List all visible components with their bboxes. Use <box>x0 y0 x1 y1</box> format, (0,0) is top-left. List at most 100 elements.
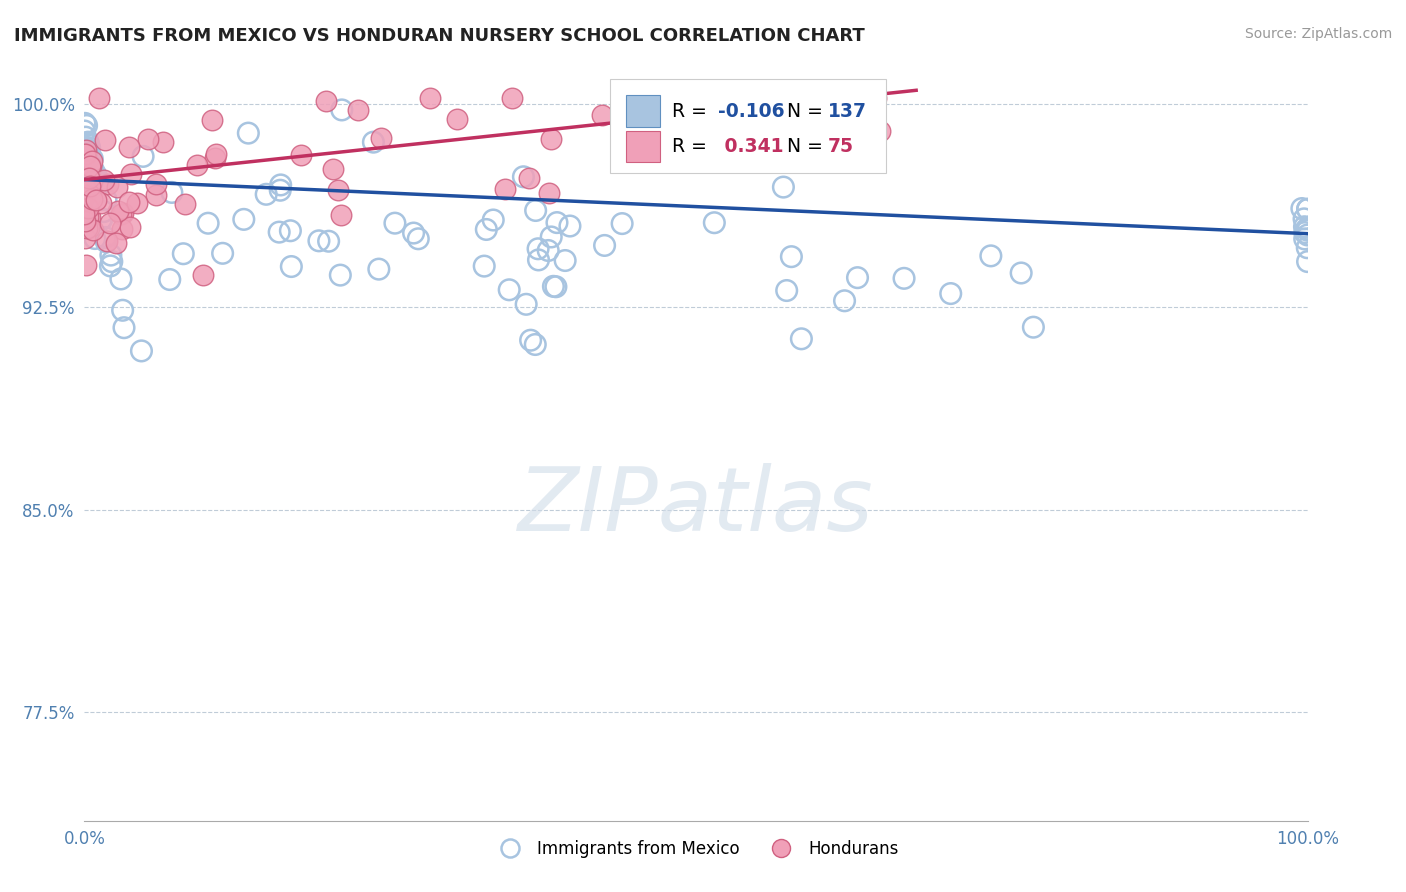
Point <box>537 244 560 258</box>
Text: R =: R = <box>672 102 713 120</box>
Point <box>254 187 277 202</box>
Point <box>402 226 425 240</box>
Point <box>419 91 441 105</box>
Point <box>77 201 100 215</box>
Point <box>79 211 101 225</box>
Point <box>89 91 111 105</box>
Text: -0.106: -0.106 <box>718 102 785 120</box>
Point <box>865 91 887 105</box>
Point <box>80 174 103 188</box>
Point <box>132 149 155 163</box>
Text: 0.341: 0.341 <box>718 136 783 156</box>
Text: IMMIGRANTS FROM MEXICO VS HONDURAN NURSERY SCHOOL CORRELATION CHART: IMMIGRANTS FROM MEXICO VS HONDURAN NURSE… <box>14 27 865 45</box>
Point <box>73 157 96 171</box>
Point <box>75 165 97 179</box>
Point <box>118 194 141 209</box>
Point <box>73 159 96 173</box>
Point <box>145 188 167 202</box>
Point <box>650 120 672 134</box>
Bar <box>626 130 661 162</box>
Point <box>330 103 353 117</box>
Point <box>1291 202 1313 216</box>
Point <box>543 279 565 293</box>
Point <box>73 116 96 130</box>
Point <box>498 283 520 297</box>
Point <box>84 193 107 207</box>
Text: R =: R = <box>672 136 713 156</box>
Point <box>329 268 352 282</box>
Point <box>269 225 291 239</box>
Point <box>90 212 112 227</box>
Point <box>1295 222 1317 236</box>
Point <box>538 186 561 200</box>
Point <box>90 195 112 210</box>
Point <box>96 234 118 248</box>
Point <box>76 119 98 133</box>
Point <box>93 173 115 187</box>
Point <box>472 259 495 273</box>
Point <box>98 216 121 230</box>
Point <box>84 168 107 182</box>
Point <box>610 217 633 231</box>
Point <box>446 112 468 126</box>
Point <box>280 260 302 274</box>
Point <box>846 270 869 285</box>
Point <box>482 213 505 227</box>
Point <box>73 143 96 157</box>
Point <box>1292 211 1315 226</box>
Point <box>83 231 105 245</box>
Point <box>76 221 98 235</box>
Point <box>79 155 101 169</box>
Point <box>501 91 523 105</box>
Point <box>658 138 681 153</box>
Point <box>77 169 100 183</box>
Point <box>77 143 100 157</box>
Text: ZIPatlas: ZIPatlas <box>519 463 873 549</box>
Point <box>290 148 312 162</box>
Point <box>519 170 541 185</box>
Point <box>703 216 725 230</box>
Point <box>73 147 96 161</box>
Point <box>546 216 568 230</box>
Point <box>76 191 98 205</box>
Point <box>160 186 183 200</box>
Point <box>76 147 98 161</box>
Point <box>80 167 103 181</box>
Text: 75: 75 <box>828 136 853 156</box>
Point <box>778 128 800 143</box>
Point <box>90 176 112 190</box>
Point <box>100 248 122 262</box>
Point <box>73 151 96 165</box>
Point <box>76 152 98 166</box>
Point <box>347 103 370 117</box>
Point <box>554 253 576 268</box>
Point <box>205 147 228 161</box>
Point <box>980 249 1002 263</box>
Point <box>79 179 101 194</box>
Point <box>591 108 613 122</box>
Point <box>112 320 135 334</box>
Point <box>1294 232 1316 246</box>
Point <box>270 178 292 192</box>
Point <box>1296 254 1319 268</box>
Point <box>73 161 96 175</box>
Point <box>780 250 803 264</box>
Point <box>100 259 122 273</box>
Point <box>107 203 129 218</box>
Text: N =: N = <box>776 102 830 120</box>
Point <box>96 235 118 249</box>
Point <box>82 152 104 166</box>
Point <box>76 145 98 159</box>
Point <box>120 167 142 181</box>
Point <box>125 195 148 210</box>
Point <box>73 124 96 138</box>
Point <box>75 155 97 169</box>
Point <box>152 135 174 149</box>
Point <box>1296 202 1319 217</box>
FancyBboxPatch shape <box>610 78 886 172</box>
Point <box>138 132 160 146</box>
Point <box>869 123 891 137</box>
Point <box>73 145 96 159</box>
Point <box>80 173 103 187</box>
Point <box>778 91 800 105</box>
